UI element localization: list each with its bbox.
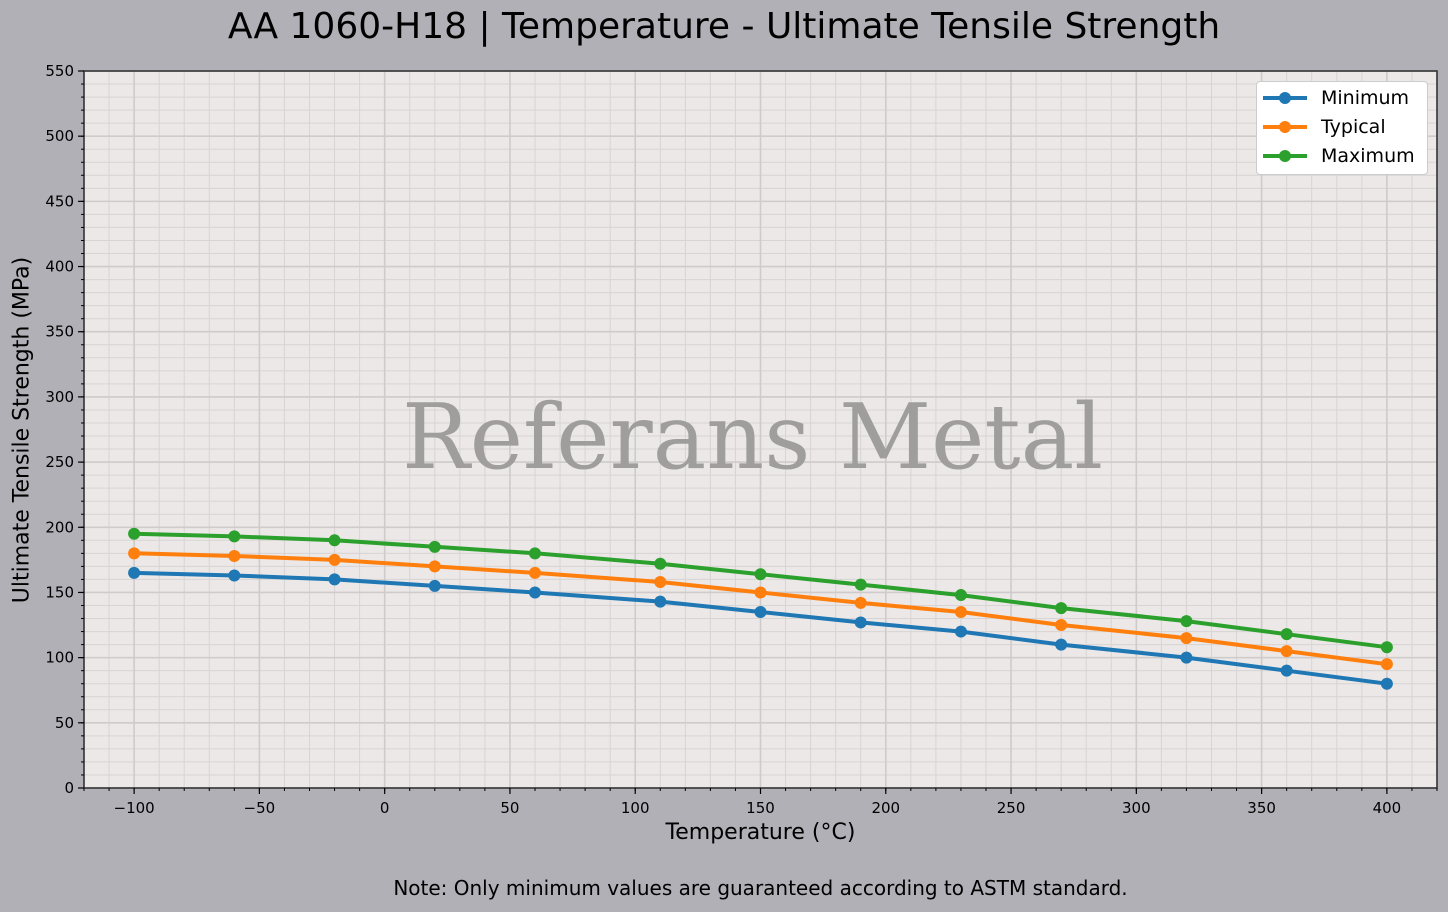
svg-text:100: 100: [45, 649, 74, 667]
svg-text:400: 400: [45, 258, 74, 276]
legend-label: Maximum: [1321, 145, 1415, 167]
svg-text:150: 150: [746, 799, 775, 817]
svg-text:300: 300: [1122, 799, 1151, 817]
series-typical: [128, 547, 1393, 671]
svg-text:500: 500: [45, 127, 74, 145]
svg-text:100: 100: [621, 799, 650, 817]
legend-line-icon: [1263, 121, 1307, 133]
legend-line-icon: [1263, 150, 1307, 162]
svg-text:0: 0: [380, 799, 390, 817]
legend-line-icon: [1263, 92, 1307, 104]
svg-text:150: 150: [45, 583, 74, 601]
watermark: Referans Metal: [402, 385, 1103, 490]
series-minimum: [128, 566, 1393, 690]
svg-text:50: 50: [500, 799, 519, 817]
series-maximum: [128, 527, 1393, 654]
svg-text:200: 200: [871, 799, 900, 817]
svg-text:250: 250: [45, 453, 74, 471]
svg-text:200: 200: [45, 518, 74, 536]
svg-text:350: 350: [1247, 799, 1276, 817]
legend-label: Minimum: [1321, 87, 1410, 109]
legend-item-typical: Typical: [1263, 116, 1386, 138]
svg-text:350: 350: [45, 323, 74, 341]
x-axis-label: Temperature (°C): [665, 820, 856, 845]
chart-title: AA 1060-H18 | Temperature - Ultimate Ten…: [227, 6, 1221, 47]
svg-text:400: 400: [1373, 799, 1402, 817]
svg-text:550: 550: [45, 62, 74, 80]
footer-note: Note: Only minimum values are guaranteed…: [393, 876, 1128, 900]
legend: Minimum Typical Maximum: [1256, 81, 1428, 175]
svg-text:−50: −50: [244, 799, 276, 817]
legend-item-minimum: Minimum: [1263, 87, 1409, 109]
svg-text:300: 300: [45, 388, 74, 406]
svg-text:−100: −100: [114, 799, 155, 817]
legend-item-maximum: Maximum: [1263, 145, 1415, 167]
svg-text:450: 450: [45, 192, 74, 210]
y-axis-label: Ultimate Tensile Strength (MPa): [9, 256, 35, 604]
svg-text:50: 50: [55, 714, 74, 732]
svg-text:0: 0: [64, 779, 74, 797]
legend-label: Typical: [1321, 116, 1386, 138]
svg-text:250: 250: [997, 799, 1026, 817]
